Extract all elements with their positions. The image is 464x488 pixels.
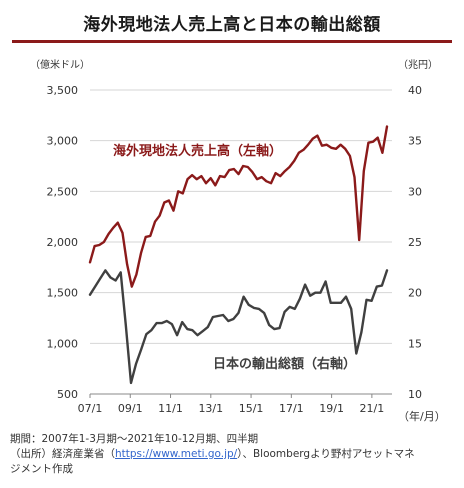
x-tick-label: 15/1: [239, 402, 264, 415]
source-note: （出所）経済産業省（https://www.meti.go.jp/）、Bloom…: [10, 447, 458, 462]
series-lines: [88, 125, 389, 385]
x-tick-label: 19/1: [319, 402, 344, 415]
right-tick-label: 40: [408, 84, 422, 97]
line-chart: （億米ドル） （兆円） 500 1,000 1,500 2,000 2,500 3,000…: [30, 58, 446, 423]
right-tick-label: 35: [408, 135, 422, 148]
right-axis-unit: （兆円）: [398, 59, 438, 71]
x-tick-label: 11/1: [158, 402, 183, 415]
right-tick-label: 20: [408, 287, 422, 300]
x-tick-label: 13/1: [198, 402, 223, 415]
title-underline: [12, 40, 452, 43]
source-prefix: （出所）経済産業省（: [10, 448, 115, 460]
left-tick-label: 2,000: [47, 236, 79, 249]
x-tick-label: 17/1: [279, 402, 304, 415]
left-tick-label: 3,500: [47, 84, 79, 97]
left-tick-label: 2,500: [47, 185, 79, 198]
series-label-overseas-sales: 海外現地法人売上高（左軸）: [113, 143, 282, 159]
x-axis-unit: （年/月）: [398, 409, 446, 423]
left-axis-tick-labels: 500 1,000 1,500 2,000 2,500 3,000 3,500: [47, 84, 79, 401]
x-tick-label: 21/1: [360, 402, 385, 415]
x-tick-label: 07/1: [78, 402, 103, 415]
source-notes: 期間：2007年1-3月期〜2021年10-12月期、四半期 （出所）経済産業省…: [10, 432, 458, 477]
left-tick-label: 500: [57, 388, 78, 401]
series-label-japan-exports: 日本の輸出総額（右軸）: [213, 356, 356, 372]
right-tick-label: 25: [408, 236, 422, 249]
right-tick-label: 15: [408, 337, 422, 350]
period-note: 期間：2007年1-3月期〜2021年10-12月期、四半期: [10, 433, 259, 445]
chart-title: 海外現地法人売上高と日本の輸出総額: [83, 15, 381, 35]
right-axis-tick-labels: 10 15 20 25 30 35 40: [408, 84, 422, 401]
left-tick-label: 1,000: [47, 337, 79, 350]
right-tick-label: 10: [408, 388, 422, 401]
source-note-continued: ジメント作成: [10, 463, 73, 475]
gridlines: [90, 89, 392, 395]
left-tick-label: 1,500: [47, 287, 79, 300]
x-tick-label: 09/1: [118, 402, 143, 415]
series-line-japan-exports: [88, 269, 389, 385]
meti-link[interactable]: https://www.meti.go.jp/: [115, 448, 238, 460]
x-axis-tick-labels: 07/1 09/1 11/1 13/1 15/1 17/1 19/1 21/1: [78, 394, 385, 415]
left-tick-label: 3,000: [47, 135, 79, 148]
series-line-overseas-sales: [88, 125, 389, 288]
left-axis-unit: （億米ドル）: [30, 58, 90, 71]
source-suffix: ）、Bloombergより野村アセットマネ: [237, 448, 415, 460]
right-tick-label: 30: [408, 185, 422, 198]
